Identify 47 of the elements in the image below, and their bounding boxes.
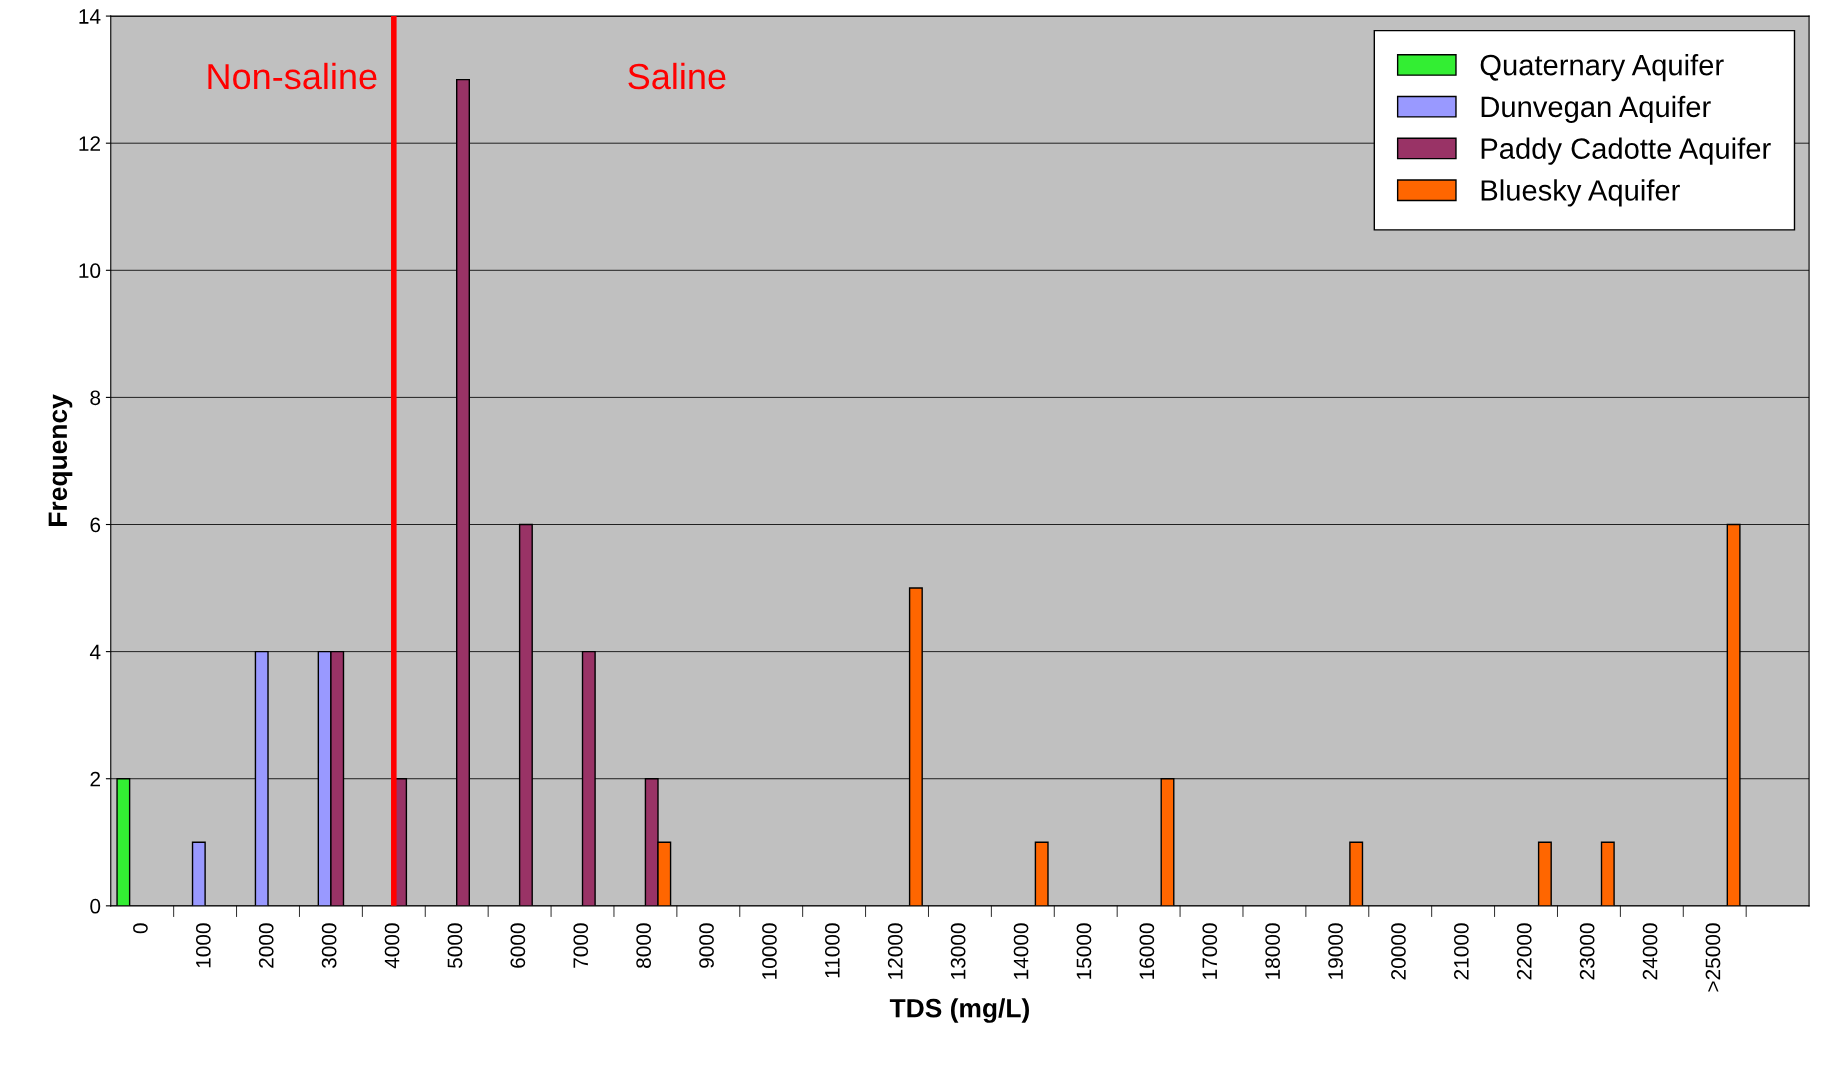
- x-tick-label: 21000: [1453, 923, 1469, 980]
- bar: [1349, 841, 1364, 906]
- x-tick-label: 9000: [699, 923, 714, 968]
- x-tick-label: 13000: [950, 923, 966, 979]
- x-tick-label: 11000: [824, 923, 840, 978]
- bar: [1537, 841, 1552, 906]
- legend-label: Paddy Cadotte Aquifer: [1481, 137, 1771, 165]
- x-tick-label: 6000: [510, 923, 526, 968]
- x-tick-label: 14000: [1013, 923, 1029, 979]
- x-tick-label: 4000: [384, 923, 400, 969]
- y-tick-label: 12: [79, 136, 100, 151]
- legend-label: Quaternary Aquifer: [1480, 54, 1724, 82]
- x-tick-label: 16000: [1139, 923, 1155, 979]
- legend-label: Dunvegan Aquifer: [1481, 95, 1711, 123]
- y-tick-label: 10: [79, 263, 101, 279]
- y-tick-label: 2: [90, 771, 100, 787]
- bar: [191, 841, 206, 906]
- x-tick-label: 1000: [195, 923, 211, 968]
- x-tick-label: 15000: [1076, 923, 1092, 979]
- annotation: Saline: [628, 62, 726, 90]
- y-tick-label: 6: [90, 517, 101, 533]
- x-axis-title: TDS (mg/L): [889, 998, 1029, 1023]
- x-tick-label: 17000: [1202, 923, 1218, 979]
- annotation: Non-saline: [208, 62, 377, 90]
- bar: [1034, 841, 1049, 906]
- x-tick-label: 2000: [258, 923, 274, 968]
- x-tick-label: 5000: [447, 923, 463, 969]
- bar: [1600, 841, 1615, 906]
- x-tick-label: 24000: [1642, 923, 1658, 980]
- x-tick-label: >25000: [1705, 923, 1721, 992]
- x-tick-label: 22000: [1516, 923, 1532, 980]
- x-tick-label: 0: [133, 923, 148, 934]
- y-tick-label: 0: [90, 898, 101, 914]
- y-tick-label: 14: [79, 9, 101, 24]
- y-tick-label: 8: [90, 390, 101, 406]
- y-axis-title: Frequency: [48, 394, 73, 526]
- x-tick-label: 18000: [1265, 923, 1281, 979]
- x-tick-label: 8000: [636, 923, 652, 968]
- y-tick-label: 4: [89, 644, 101, 660]
- x-tick-label: 12000: [887, 923, 903, 979]
- x-tick-label: 10000: [762, 923, 777, 979]
- x-tick-label: 23000: [1579, 923, 1595, 980]
- x-tick-label: 19000: [1328, 923, 1343, 979]
- x-tick-label: 20000: [1391, 923, 1406, 980]
- x-tick-label: 3000: [321, 923, 337, 969]
- x-tick-label: 7000: [573, 923, 589, 968]
- legend-label: Bluesky Aquifer: [1481, 179, 1680, 207]
